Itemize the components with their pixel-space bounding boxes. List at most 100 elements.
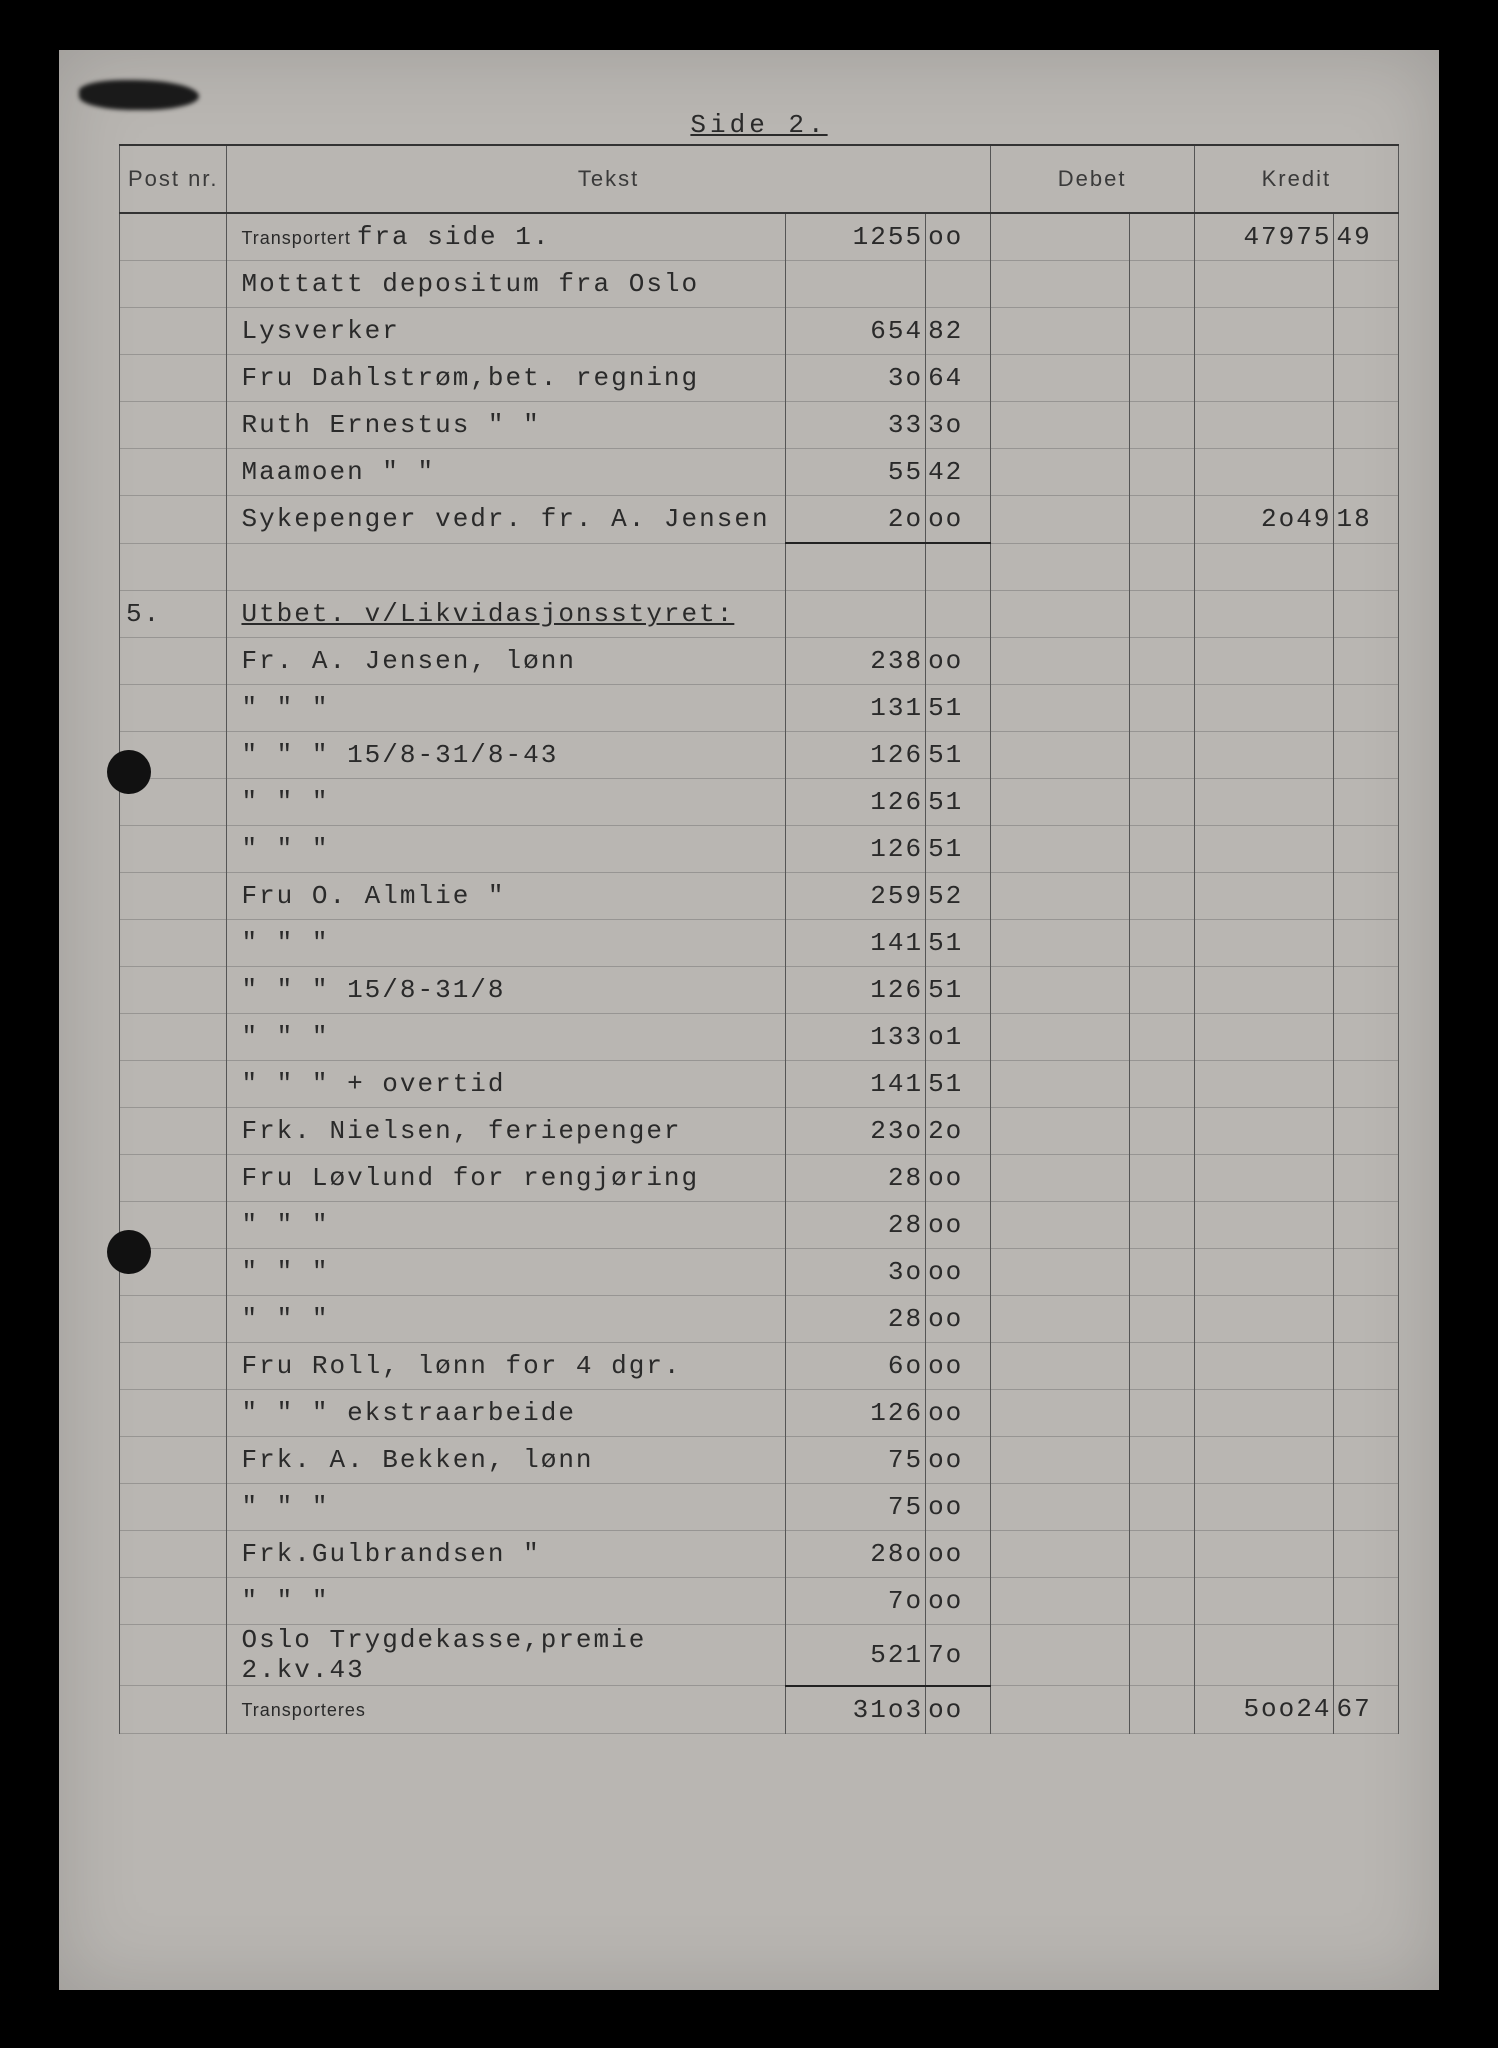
text-cell: Oslo Trygdekasse,premie 2.kv.43: [227, 1625, 786, 1686]
header-kredit: Kredit: [1194, 145, 1398, 213]
debet-int: [990, 308, 1130, 355]
kredit-dec: [1334, 1484, 1399, 1531]
kredit-dec: [1334, 1531, 1399, 1578]
kredit-int: [1194, 1437, 1334, 1484]
amount-int: [786, 591, 926, 638]
debet-dec: [1130, 1296, 1194, 1343]
amount-dec: 64: [926, 355, 990, 402]
kredit-int: [1194, 1390, 1334, 1437]
debet-dec: [1130, 1686, 1194, 1734]
text-cell: Maamoen " ": [227, 449, 786, 496]
debet-int: [990, 1014, 1130, 1061]
ledger-row: Fru Dahlstrøm,bet. regning3o64: [120, 355, 1399, 402]
kredit-int: [1194, 355, 1334, 402]
kredit-dec: 18: [1334, 496, 1399, 544]
ledger-row: " " "28oo: [120, 1202, 1399, 1249]
text-cell: Fru O. Almlie ": [227, 873, 786, 920]
text-cell: Fru Løvlund for rengjøring: [227, 1155, 786, 1202]
amount-dec: oo: [926, 1578, 990, 1625]
kredit-int: [1194, 1155, 1334, 1202]
debet-int: [990, 779, 1130, 826]
debet-dec: [1130, 1390, 1194, 1437]
kredit-dec: [1334, 1625, 1399, 1686]
debet-dec: [1130, 826, 1194, 873]
debet-int: [990, 591, 1130, 638]
kredit-dec: [1334, 779, 1399, 826]
row-text: Maamoen " ": [241, 457, 435, 487]
amount-int: [786, 261, 926, 308]
text-cell: " " " + overtid: [227, 1061, 786, 1108]
text-cell: " " ": [227, 1296, 786, 1343]
debet-dec: [1130, 1343, 1194, 1390]
ledger-row: " " "133o1: [120, 1014, 1399, 1061]
debet-int: [990, 1249, 1130, 1296]
amount-dec: 51: [926, 920, 990, 967]
debet-int: [990, 1390, 1130, 1437]
row-text: " " ": [241, 1304, 329, 1334]
amount-dec: [926, 261, 990, 308]
kredit-dec: [1334, 308, 1399, 355]
amount-dec: oo: [926, 1390, 990, 1437]
row-text: " " ": [241, 834, 329, 864]
amount-dec: oo: [926, 1484, 990, 1531]
post-cell: [120, 873, 227, 920]
debet-int: [990, 1437, 1130, 1484]
row-text: Fr. A. Jensen, lønn: [241, 646, 575, 676]
kredit-dec: [1334, 1014, 1399, 1061]
ledger-row: Frk. Nielsen, feriepenger23o2o: [120, 1108, 1399, 1155]
row-text: " " ": [241, 1257, 329, 1287]
debet-dec: [1130, 920, 1194, 967]
text-cell: " " ": [227, 685, 786, 732]
header-tekst: Tekst: [227, 145, 990, 213]
post-cell: [120, 1625, 227, 1686]
kredit-int: [1194, 779, 1334, 826]
post-cell: 5.: [120, 591, 227, 638]
punch-hole: [107, 750, 151, 794]
debet-dec: [1130, 213, 1194, 261]
text-cell: Frk.Gulbrandsen ": [227, 1531, 786, 1578]
ledger-row: " " " ekstraarbeide126oo: [120, 1390, 1399, 1437]
debet-int: [990, 402, 1130, 449]
row-label: Transporteres: [241, 1700, 365, 1720]
debet-int: [990, 449, 1130, 496]
debet-int: [990, 1625, 1130, 1686]
amount-dec: 52: [926, 873, 990, 920]
amount-dec: 82: [926, 308, 990, 355]
text-cell: Utbet. v/Likvidasjonsstyret:: [227, 591, 786, 638]
row-text: " " ": [241, 693, 329, 723]
amount-int: 126: [786, 779, 926, 826]
debet-dec: [1130, 1202, 1194, 1249]
amount-dec: oo: [926, 1437, 990, 1484]
kredit-dec: [1334, 967, 1399, 1014]
kredit-dec: 67: [1334, 1686, 1399, 1734]
debet-dec: [1130, 1155, 1194, 1202]
debet-dec: [1130, 1625, 1194, 1686]
row-text: fra side 1.: [357, 222, 551, 252]
text-cell: " " ": [227, 779, 786, 826]
debet-dec: [1130, 402, 1194, 449]
post-cell: [120, 402, 227, 449]
row-text: Fru Roll, lønn for 4 dgr.: [241, 1351, 681, 1381]
binder-clip-artifact: [79, 80, 199, 110]
amount-int: 23o: [786, 1108, 926, 1155]
debet-int: [990, 261, 1130, 308]
text-cell: " " " 15/8-31/8-43: [227, 732, 786, 779]
text-cell: " " ": [227, 1484, 786, 1531]
header-debet: Debet: [990, 145, 1194, 213]
row-text: Frk.Gulbrandsen ": [241, 1539, 540, 1569]
row-text: Oslo Trygdekasse,premie 2.kv.43: [241, 1625, 646, 1685]
amount-int: 28: [786, 1296, 926, 1343]
ledger-row: Sykepenger vedr. fr. A. Jensen2ooo2o4918: [120, 496, 1399, 544]
debet-dec: [1130, 1108, 1194, 1155]
text-cell: [227, 543, 786, 591]
kredit-dec: [1334, 591, 1399, 638]
kredit-dec: [1334, 355, 1399, 402]
ledger-page: Side 2. Post nr. Tekst Debet Kredit Tran…: [59, 50, 1439, 1990]
debet-int: [990, 1686, 1130, 1734]
row-text: Utbet. v/Likvidasjonsstyret:: [241, 599, 734, 629]
ledger-row: Oslo Trygdekasse,premie 2.kv.435217o: [120, 1625, 1399, 1686]
kredit-int: [1194, 543, 1334, 591]
text-cell: " " ": [227, 920, 786, 967]
kredit-dec: [1334, 402, 1399, 449]
kredit-int: [1194, 920, 1334, 967]
